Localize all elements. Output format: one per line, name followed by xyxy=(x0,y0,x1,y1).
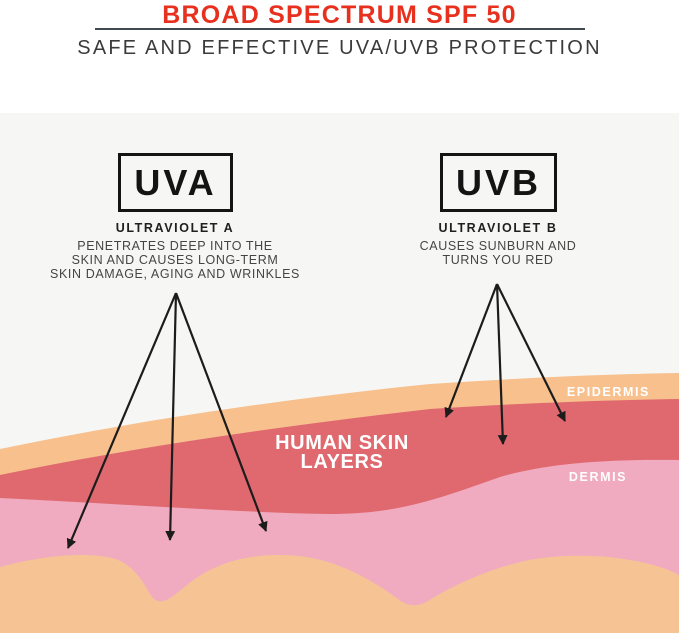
subcutaneous-layer-shape xyxy=(0,555,679,633)
human-skin-layers-line2: LAYERS xyxy=(300,451,384,473)
human-skin-layers-line1: HUMAN SKIN xyxy=(275,432,409,454)
uva-line-2: SKIN AND CAUSES LONG-TERM xyxy=(71,253,279,267)
uvb-line-2: TURNS YOU RED xyxy=(442,253,554,267)
uva-line-3: SKIN DAMAGE, AGING AND WRINKLES xyxy=(50,267,300,281)
human-skin-layers-label: HUMAN SKIN LAYERS xyxy=(242,432,442,473)
uva-heading: ULTRAVIOLET A xyxy=(115,221,235,235)
uvb-line-1: CAUSES SUNBURN AND xyxy=(419,239,577,253)
uva-box-label: UVA xyxy=(134,161,217,203)
uvb-box: UVB xyxy=(440,153,557,212)
page-title: BROAD SPECTRUM SPF 50 xyxy=(162,1,517,29)
uvb-description: ULTRAVIOLET B CAUSES SUNBURN AND TURNS Y… xyxy=(338,221,658,267)
dermis-label: DERMIS xyxy=(568,470,628,484)
uvb-box-label: UVB xyxy=(455,161,541,203)
title-divider-line xyxy=(95,28,585,30)
uva-ray-arrows xyxy=(66,292,268,549)
uva-box: UVA xyxy=(118,153,233,212)
epidermis-label: EPIDERMIS xyxy=(566,385,650,399)
uvb-heading: ULTRAVIOLET B xyxy=(438,221,558,235)
uva-description: ULTRAVIOLET A PENETRATES DEEP INTO THE S… xyxy=(15,221,335,281)
uvb-ray-arrows xyxy=(444,283,566,445)
page-subtitle: SAFE AND EFFECTIVE UVA/UVB PROTECTION xyxy=(77,37,602,59)
uva-line-1: PENETRATES DEEP INTO THE xyxy=(77,239,273,253)
